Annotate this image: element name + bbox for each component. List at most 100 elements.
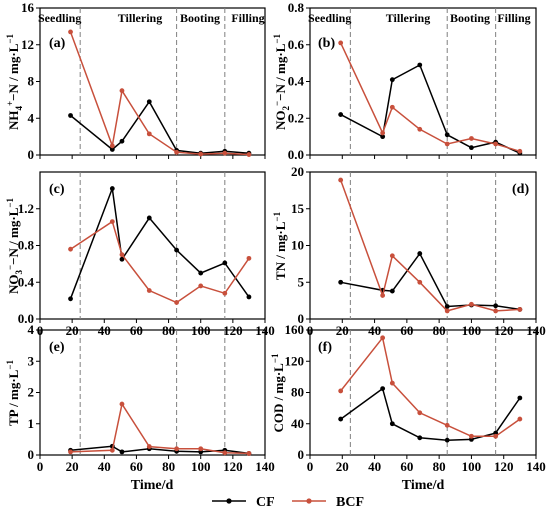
data-point-cf bbox=[119, 256, 125, 262]
data-point-cf bbox=[68, 113, 73, 118]
plot-area: 0.0 0.2 0.4 0.6 0.8 bbox=[288, 0, 537, 162]
data-point-cf bbox=[444, 132, 450, 138]
data-point-bcf bbox=[222, 450, 228, 456]
data-point-bcf bbox=[146, 288, 152, 293]
data-point-cf bbox=[444, 437, 450, 443]
stage-label-booting: Booting bbox=[180, 11, 220, 25]
y-tick-label: 160 bbox=[285, 322, 305, 337]
x-tick-label: 140 bbox=[255, 459, 275, 474]
y-tick-label: 15 bbox=[291, 201, 305, 216]
y-tick-label: 4 bbox=[28, 110, 35, 125]
y-tick-label: 0 bbox=[28, 147, 35, 162]
data-point-cf bbox=[222, 260, 228, 266]
legend-marker-cf bbox=[226, 498, 232, 504]
data-point-bcf bbox=[119, 88, 125, 94]
data-point-cf bbox=[119, 449, 125, 455]
data-point-bcf bbox=[517, 148, 523, 154]
data-point-bcf bbox=[222, 150, 228, 156]
stage-label-filling: Filling bbox=[497, 11, 530, 25]
series-line-bcf bbox=[70, 402, 249, 455]
plot-area: 0 40 80 120 160 0 20 40 60 80 100 120 140 bbox=[285, 322, 546, 474]
y-tick-label: 0 bbox=[28, 447, 35, 462]
plot-area: 0 4 8 12 16 bbox=[21, 0, 266, 162]
data-point-cf bbox=[174, 247, 180, 253]
data-point-bcf bbox=[146, 444, 152, 449]
data-point-cf bbox=[389, 77, 395, 83]
data-point-cf bbox=[338, 279, 344, 285]
panel-label: (d) bbox=[512, 182, 529, 197]
x-tick-label: 20 bbox=[66, 459, 79, 474]
data-point-cf bbox=[517, 395, 523, 401]
y-axis-label: COD / mg·L−1 bbox=[270, 353, 286, 432]
data-point-bcf bbox=[222, 290, 228, 296]
series-line-cf bbox=[70, 100, 249, 154]
panel-a: (a) Seedling Tillering Booting Filling 0… bbox=[5, 0, 266, 162]
legend-item-bcf: BCF bbox=[292, 495, 364, 510]
data-point-bcf bbox=[119, 252, 125, 258]
y-tick-label: 80 bbox=[291, 385, 304, 400]
y-tick-label: 2 bbox=[28, 385, 35, 400]
x-tick-label: 140 bbox=[526, 459, 546, 474]
data-point-bcf bbox=[198, 151, 204, 157]
panel-label: (c) bbox=[49, 182, 65, 197]
data-point-bcf bbox=[469, 433, 474, 439]
y-tick-label: 20 bbox=[291, 164, 304, 179]
data-point-cf bbox=[493, 303, 499, 309]
x-tick-label: 100 bbox=[462, 459, 482, 474]
data-point-cf bbox=[146, 215, 152, 221]
data-point-cf bbox=[68, 296, 73, 302]
y-tick-label: 3 bbox=[28, 353, 35, 368]
data-point-bcf bbox=[444, 141, 450, 147]
y-tick-label: 12 bbox=[21, 37, 34, 52]
plot-frame bbox=[309, 329, 537, 456]
data-point-bcf bbox=[174, 300, 180, 305]
stage-label-tillering: Tillering bbox=[118, 11, 162, 25]
data-point-cf bbox=[198, 270, 204, 276]
series-line-bcf bbox=[70, 220, 250, 304]
data-point-bcf bbox=[109, 447, 115, 453]
panel-label: (b) bbox=[318, 36, 335, 51]
legend: CF BCF bbox=[212, 495, 364, 510]
y-tick-label: 0.4 bbox=[18, 274, 35, 289]
plot-frame bbox=[39, 171, 266, 320]
data-point-cf bbox=[109, 147, 115, 152]
y-tick-label: 0.4 bbox=[288, 74, 305, 89]
panel-label: (a) bbox=[49, 36, 66, 51]
panel-d: (d) 05101520020406080100120140 TN / mg·L… bbox=[272, 164, 546, 338]
y-tick-label: 0 bbox=[298, 311, 305, 326]
data-point-bcf bbox=[493, 308, 499, 314]
data-point-bcf bbox=[417, 279, 423, 285]
plot-frame bbox=[309, 171, 537, 320]
y-tick-label: 0.6 bbox=[288, 37, 305, 52]
legend-label-bcf: BCF bbox=[336, 495, 364, 510]
x-tick-label: 120 bbox=[494, 459, 514, 474]
series-line-bcf bbox=[340, 42, 521, 153]
data-point-cf bbox=[146, 99, 152, 105]
stage-label-seedling: Seedling bbox=[308, 11, 351, 25]
data-point-bcf bbox=[417, 126, 423, 132]
data-point-cf bbox=[389, 421, 395, 427]
y-tick-label: 16 bbox=[21, 0, 35, 15]
x-axis-label: Time/d bbox=[402, 478, 445, 493]
data-point-bcf bbox=[338, 388, 344, 394]
data-point-bcf bbox=[469, 136, 474, 141]
data-point-bcf bbox=[146, 131, 152, 137]
data-point-bcf bbox=[198, 446, 204, 452]
data-point-bcf bbox=[68, 449, 73, 455]
data-point-cf bbox=[380, 134, 386, 140]
data-point-cf bbox=[417, 435, 423, 441]
panel-label: (e) bbox=[49, 340, 65, 355]
y-tick-label: 0.8 bbox=[288, 0, 305, 15]
data-point-bcf bbox=[380, 130, 386, 136]
plot-frame bbox=[309, 7, 537, 156]
panel-f: (f) 0 40 80 120 160 0 20 40 60 80 100 120 140 COD / … bbox=[270, 322, 546, 493]
data-point-bcf bbox=[246, 451, 252, 456]
data-point-bcf bbox=[68, 246, 73, 252]
stage-labels: Seedling Tillering Booting Filling bbox=[308, 11, 531, 25]
data-point-bcf bbox=[246, 152, 252, 157]
data-point-bcf bbox=[338, 40, 344, 46]
data-point-cf bbox=[119, 138, 125, 144]
data-point-bcf bbox=[493, 433, 499, 439]
stage-label-booting: Booting bbox=[450, 11, 490, 25]
